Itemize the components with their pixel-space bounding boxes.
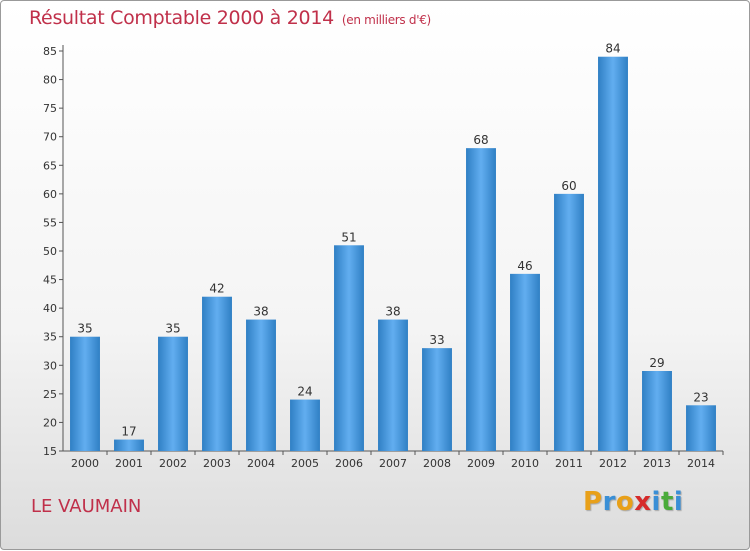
y-tick-label: 70 [43,131,57,144]
bar [246,319,276,451]
logo-letter: x [634,487,652,517]
x-tick-label: 2011 [555,457,583,470]
bar [686,405,716,451]
data-label: 60 [561,179,576,193]
logo-letter: r [602,487,616,517]
x-tick-label: 2003 [203,457,231,470]
logo-letter: i [651,487,661,517]
data-label: 38 [253,305,268,319]
chart-title-text: Résultat Comptable 2000 à 2014 [29,7,334,29]
data-label: 33 [429,333,444,347]
chart-unit-subtitle: (en milliers d'€) [341,13,431,27]
bar [642,371,672,451]
data-label: 51 [341,230,356,244]
bar [378,319,408,451]
chart-labels: 2000 35 2001 17 2002 35 2003 42 2004 38 2005 24 2006… [71,42,715,470]
y-tick-label: 85 [43,45,57,58]
y-tick-label: 60 [43,188,57,201]
bar [554,193,584,451]
data-label: 35 [77,322,92,336]
logo-letter: i [673,487,684,517]
logo-letter: o [615,487,635,517]
data-label: 38 [385,305,400,319]
x-tick-label: 2002 [159,457,187,470]
y-tick-label: 15 [43,445,57,458]
x-tick-label: 2001 [115,457,143,470]
y-tick-label: 30 [43,359,57,372]
x-tick-label: 2000 [71,457,99,470]
x-tick-label: 2008 [423,457,451,470]
x-tick-label: 2013 [643,457,671,470]
y-tick-label: 40 [43,302,57,315]
x-tick-label: 2004 [247,457,275,470]
bar [510,273,540,451]
logo-letter: t [660,487,674,517]
chart-bars [70,56,716,451]
data-label: 24 [297,385,312,399]
y-tick-label: 80 [43,74,57,87]
y-tick-label: 55 [43,216,57,229]
data-label: 68 [473,133,488,147]
x-tick-label: 2009 [467,457,495,470]
x-tick-label: 2012 [599,457,627,470]
data-label: 17 [121,425,136,439]
bar [290,399,320,451]
chart-title: Résultat Comptable 2000 à 2014 (en millie… [29,7,431,29]
bar [70,336,100,451]
y-tick-label: 65 [43,159,57,172]
x-tick-label: 2010 [511,457,539,470]
bar [334,245,364,451]
y-tick-label: 20 [43,416,57,429]
commune-name: LE VAUMAIN [31,496,142,517]
data-label: 29 [649,356,664,370]
y-tick-label: 75 [43,102,57,115]
y-tick-label: 25 [43,388,57,401]
data-label: 23 [693,390,708,404]
bar [158,336,188,451]
bar [598,56,628,451]
logo-letter: P [583,487,603,517]
proxiti-logo: Proxiti [583,487,683,517]
data-label: 84 [605,42,620,56]
y-tick-label: 35 [43,331,57,344]
x-tick-label: 2005 [291,457,319,470]
data-label: 46 [517,259,532,273]
bar [466,148,496,451]
bar [422,348,452,451]
bar [202,296,232,451]
x-tick-label: 2007 [379,457,407,470]
y-tick-label: 45 [43,274,57,287]
y-tick-label: 50 [43,245,57,258]
bar [114,439,144,451]
data-label: 35 [165,322,180,336]
x-tick-label: 2006 [335,457,363,470]
data-label: 42 [209,282,224,296]
x-tick-label: 2014 [687,457,715,470]
